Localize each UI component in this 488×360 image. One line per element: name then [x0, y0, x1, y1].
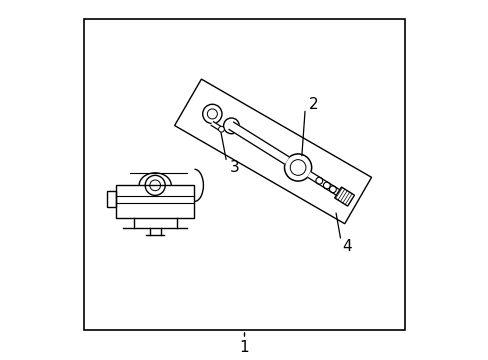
Circle shape [203, 104, 222, 123]
Text: 4: 4 [342, 239, 352, 253]
Bar [116, 185, 194, 217]
Circle shape [223, 118, 239, 134]
Bar [83, 19, 405, 330]
Text: 2: 2 [308, 98, 318, 112]
Polygon shape [211, 122, 222, 131]
Polygon shape [307, 172, 339, 195]
Polygon shape [229, 122, 288, 164]
Bar [107, 191, 116, 207]
Text: 1: 1 [239, 341, 249, 355]
Circle shape [218, 126, 224, 132]
Circle shape [284, 154, 311, 181]
Polygon shape [334, 187, 354, 206]
Text: 3: 3 [230, 160, 240, 175]
